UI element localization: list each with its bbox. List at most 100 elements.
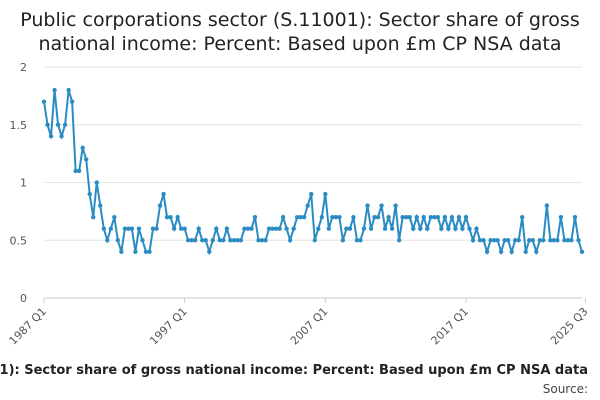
data-point[interactable] xyxy=(171,226,177,231)
data-point[interactable] xyxy=(115,238,121,243)
data-point[interactable] xyxy=(224,226,230,231)
data-point[interactable] xyxy=(548,238,553,243)
data-point[interactable] xyxy=(558,214,564,220)
data-point[interactable] xyxy=(319,214,324,220)
data-point[interactable] xyxy=(280,214,286,220)
data-point[interactable] xyxy=(572,214,578,220)
data-point[interactable] xyxy=(298,214,303,220)
data-point[interactable] xyxy=(133,249,138,254)
data-point[interactable] xyxy=(259,238,265,243)
data-point[interactable] xyxy=(126,226,131,231)
data-point[interactable] xyxy=(284,226,289,231)
data-point[interactable] xyxy=(502,238,507,243)
data-point[interactable] xyxy=(551,238,557,243)
data-point[interactable] xyxy=(530,238,535,243)
data-point[interactable] xyxy=(200,238,205,243)
data-point[interactable] xyxy=(294,214,300,220)
data-point[interactable] xyxy=(389,226,395,231)
data-point[interactable] xyxy=(418,226,423,231)
data-point[interactable] xyxy=(330,214,335,220)
data-point[interactable] xyxy=(527,238,532,243)
data-point[interactable] xyxy=(470,238,476,243)
data-point[interactable] xyxy=(291,226,296,231)
data-point[interactable] xyxy=(273,226,279,231)
data-point[interactable] xyxy=(379,203,384,208)
data-point[interactable] xyxy=(238,238,244,243)
data-point[interactable] xyxy=(101,226,106,231)
data-point[interactable] xyxy=(41,99,47,104)
data-point[interactable] xyxy=(112,214,117,220)
data-point[interactable] xyxy=(263,238,268,243)
data-point[interactable] xyxy=(48,134,54,139)
data-point[interactable] xyxy=(400,214,405,220)
data-point[interactable] xyxy=(316,226,321,231)
data-point[interactable] xyxy=(122,226,128,231)
data-point[interactable] xyxy=(463,214,469,220)
data-point[interactable] xyxy=(140,238,145,243)
data-point[interactable] xyxy=(516,238,521,243)
data-point[interactable] xyxy=(91,214,96,220)
data-point[interactable] xyxy=(537,238,542,243)
data-point[interactable] xyxy=(66,87,71,93)
data-point[interactable] xyxy=(249,226,254,231)
data-point[interactable] xyxy=(375,214,381,220)
data-point[interactable] xyxy=(193,238,198,243)
data-point[interactable] xyxy=(541,238,546,243)
data-point[interactable] xyxy=(512,238,518,243)
data-point[interactable] xyxy=(449,214,455,220)
data-point[interactable] xyxy=(312,238,317,243)
data-point[interactable] xyxy=(105,238,110,243)
data-point[interactable] xyxy=(544,203,550,208)
data-point[interactable] xyxy=(305,203,310,208)
data-point[interactable] xyxy=(351,214,356,220)
data-point[interactable] xyxy=(396,238,402,243)
data-point[interactable] xyxy=(534,249,539,254)
data-point[interactable] xyxy=(76,168,82,174)
data-point[interactable] xyxy=(210,238,215,243)
data-point[interactable] xyxy=(189,238,194,243)
data-point[interactable] xyxy=(435,214,441,220)
data-point[interactable] xyxy=(242,226,247,231)
data-point[interactable] xyxy=(439,226,444,231)
data-point[interactable] xyxy=(368,226,374,231)
data-point[interactable] xyxy=(326,226,332,231)
data-point[interactable] xyxy=(354,238,360,243)
data-point[interactable] xyxy=(361,226,367,231)
data-point[interactable] xyxy=(365,203,370,208)
data-point[interactable] xyxy=(555,238,560,243)
data-point[interactable] xyxy=(252,214,258,220)
data-point[interactable] xyxy=(207,249,212,254)
data-point[interactable] xyxy=(84,157,89,162)
data-point[interactable] xyxy=(217,238,223,243)
data-point[interactable] xyxy=(446,226,451,231)
data-point[interactable] xyxy=(491,238,497,243)
data-point[interactable] xyxy=(161,191,166,197)
data-point[interactable] xyxy=(484,249,490,254)
data-point[interactable] xyxy=(98,203,103,208)
data-point[interactable] xyxy=(94,180,99,185)
data-point[interactable] xyxy=(147,249,152,254)
data-point[interactable] xyxy=(73,168,78,174)
data-point[interactable] xyxy=(467,226,472,231)
data-point[interactable] xyxy=(119,249,124,254)
data-point[interactable] xyxy=(245,226,251,231)
data-point[interactable] xyxy=(87,191,92,197)
data-point[interactable] xyxy=(80,145,85,151)
data-point[interactable] xyxy=(520,214,525,220)
data-point[interactable] xyxy=(150,226,156,231)
data-point[interactable] xyxy=(382,226,388,231)
data-point[interactable] xyxy=(196,226,201,231)
data-point[interactable] xyxy=(108,226,114,231)
data-point[interactable] xyxy=(337,214,342,220)
data-point[interactable] xyxy=(481,238,486,243)
data-point[interactable] xyxy=(569,238,574,243)
data-point[interactable] xyxy=(235,238,240,243)
data-point[interactable] xyxy=(221,238,226,243)
data-point[interactable] xyxy=(45,122,50,127)
data-point[interactable] xyxy=(182,226,187,231)
data-point[interactable] xyxy=(372,214,377,220)
data-point[interactable] xyxy=(347,226,353,231)
data-point[interactable] xyxy=(136,226,142,231)
data-point[interactable] xyxy=(228,238,233,243)
data-point[interactable] xyxy=(256,238,261,243)
